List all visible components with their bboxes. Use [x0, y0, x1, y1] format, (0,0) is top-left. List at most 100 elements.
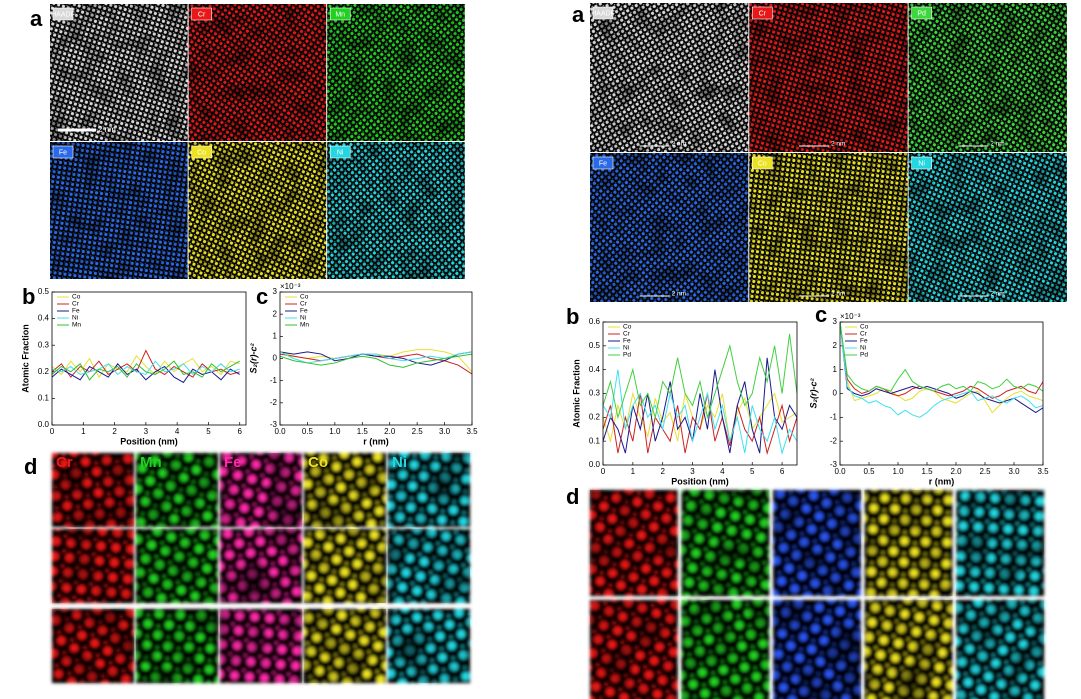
panel-label: b — [22, 284, 35, 309]
x-tick-label: 0 — [50, 427, 55, 436]
y-tick-label: 1 — [273, 331, 278, 340]
map-label-box — [592, 156, 614, 170]
series-line — [603, 393, 797, 456]
legend-label: Mn — [300, 322, 309, 329]
y-tick-label: 0.0 — [38, 420, 50, 429]
x-tick-label: 2.5 — [979, 467, 991, 476]
legend-label: Co — [72, 294, 81, 301]
element-label: Cr — [56, 454, 73, 471]
y-axis-label: Atomic Fraction — [571, 359, 581, 428]
map-label-box — [329, 145, 351, 159]
y-tick-label: 0.4 — [38, 314, 50, 323]
x-tick-label: 3.0 — [439, 427, 451, 436]
map-label-box — [52, 145, 74, 159]
map-shade — [590, 3, 749, 152]
legend-label: Fe — [72, 308, 80, 315]
map-shade — [220, 453, 302, 527]
map-shade — [136, 609, 218, 683]
axis-multiplier: ×10⁻³ — [280, 282, 301, 291]
map-shade — [956, 600, 1044, 699]
map-label: Co — [197, 149, 206, 156]
series-line — [840, 322, 1043, 392]
y-tick-label: 0.5 — [38, 287, 50, 296]
map-shade — [220, 529, 302, 603]
map-shade — [773, 600, 861, 699]
element-label: Co — [308, 454, 328, 471]
map-shade — [388, 529, 470, 603]
x-axis-label: Position (nm) — [671, 476, 729, 486]
legend-label: Ni — [72, 315, 78, 322]
y-tick-label: 0.2 — [38, 367, 50, 376]
x-tick-label: 0.5 — [863, 467, 875, 476]
x-tick-label: 1 — [631, 467, 636, 476]
y-tick-label: 0.4 — [589, 365, 601, 374]
x-tick-label: 3.5 — [466, 427, 478, 436]
map-shade — [908, 3, 1067, 152]
map-label-box — [52, 7, 74, 21]
panel-label: b — [566, 304, 579, 329]
series-line — [840, 322, 1043, 414]
map-shade — [590, 490, 678, 596]
map-label-box — [751, 6, 773, 20]
legend-label: Ni — [860, 345, 866, 352]
map-label: Pd — [917, 10, 926, 17]
series-line — [52, 360, 240, 376]
legend-label: Co — [623, 324, 632, 331]
y-tick-label: -1 — [830, 412, 838, 421]
x-tick-label: 2.5 — [412, 427, 424, 436]
x-tick-label: 2 — [112, 427, 117, 436]
map-shade — [590, 600, 678, 699]
legend-label: Ni — [300, 315, 306, 322]
map-shade — [908, 153, 1067, 302]
map-shade — [327, 142, 465, 279]
map-shade — [773, 490, 861, 596]
plot-frame — [51, 291, 247, 426]
x-tick-label: 3.5 — [1037, 467, 1049, 476]
map-shade — [749, 153, 908, 302]
legend-label: Pd — [860, 352, 868, 359]
y-tick-label: 0 — [273, 354, 278, 363]
series-line — [840, 322, 1043, 414]
map-label: Cr — [759, 10, 767, 17]
map-label-box — [911, 156, 932, 170]
series-line — [280, 351, 472, 366]
x-tick-label: 3 — [144, 427, 149, 436]
map-shade — [304, 609, 386, 683]
y-tick-label: -1 — [270, 376, 278, 385]
map-label: Mn — [335, 11, 345, 18]
x-tick-label: 0.0 — [274, 427, 286, 436]
legend-label: Cr — [72, 301, 80, 308]
map-label-box — [191, 7, 212, 21]
series-line — [280, 353, 472, 368]
map-label-box — [751, 156, 773, 170]
series-line — [280, 353, 472, 375]
map-shade — [864, 600, 953, 699]
scale-bar-label: 2 nm — [672, 291, 686, 298]
x-tick-label: 6 — [780, 467, 785, 476]
map-label: HAADF — [591, 10, 615, 17]
y-tick-label: -2 — [830, 436, 838, 445]
x-tick-label: 4 — [720, 467, 725, 476]
series-line — [603, 333, 797, 420]
y-tick-label: 3 — [273, 287, 278, 296]
series-line — [52, 360, 240, 381]
x-tick-label: 0.0 — [834, 467, 846, 476]
map-label-box — [911, 6, 932, 20]
legend-label: Cr — [623, 331, 631, 338]
y-tick-label: 0.2 — [589, 412, 601, 421]
x-tick-label: 2.0 — [950, 467, 962, 476]
series-line — [52, 363, 240, 384]
y-tick-label: 3 — [833, 317, 838, 326]
map-label: Ni — [337, 149, 344, 156]
scale-bar-label: 2 nm — [831, 291, 845, 298]
series-line — [603, 357, 797, 454]
scale-bar-label: 2 nm — [990, 141, 1004, 148]
y-tick-label: 2 — [273, 309, 278, 318]
legend-label: Co — [860, 324, 869, 331]
map-label-box — [329, 7, 351, 21]
x-tick-label: 2.0 — [384, 427, 396, 436]
x-tick-label: 1.5 — [357, 427, 369, 436]
x-tick-label: 3.0 — [1008, 467, 1020, 476]
